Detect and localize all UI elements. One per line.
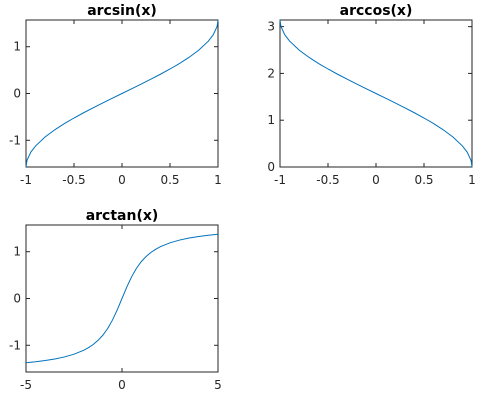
- arccos-xtick-label: 1: [468, 173, 476, 187]
- arccos-xtick-label: -1: [274, 173, 286, 187]
- arcsin-xtick-label: 0: [118, 173, 126, 187]
- arccos-xtick-label: 0.5: [414, 173, 433, 187]
- title-arctan: arctan(x): [86, 208, 159, 224]
- arccos-xtick-label: -0.5: [316, 173, 339, 187]
- curve-arccos: [279, 19, 473, 168]
- plot-arccos: arccos(x) -1 -0.5 0 0.5 1 0 1 2 3: [267, 3, 475, 187]
- curve-arctan: [25, 233, 219, 364]
- ticks-arctan: -5 0 5 -1 0 1: [9, 225, 222, 392]
- arctan-ytick-label: -1: [9, 338, 21, 352]
- arctan-ytick-label: 0: [13, 292, 21, 306]
- arccos-ytick-label: 1: [267, 113, 275, 127]
- arcsin-xtick-label: -1: [20, 173, 32, 187]
- arctan-xtick-label: 0: [118, 378, 126, 392]
- arctan-ytick-label: 1: [13, 245, 21, 259]
- arctan-xtick-label: -5: [20, 378, 32, 392]
- arcsin-ytick-label: 1: [13, 40, 21, 54]
- arcsin-xtick-label: -0.5: [62, 173, 85, 187]
- arctan-xtick-label: 5: [214, 378, 222, 392]
- arcsin-xtick-label: 1: [214, 173, 222, 187]
- arccos-ytick-label: 0: [267, 160, 275, 174]
- arccos-xtick-label: 0: [372, 173, 380, 187]
- arcsin-xtick-label: 0.5: [160, 173, 179, 187]
- title-arcsin: arcsin(x): [87, 3, 157, 19]
- plot-arctan: arctan(x) -5 0 5 -1 0 1: [9, 208, 222, 392]
- arccos-ytick-label: 3: [267, 20, 275, 34]
- arcsin-ytick-label: -1: [9, 133, 21, 147]
- plot-arcsin: arcsin(x) -1 -0.5 0 0.5 1 -1 0 1: [9, 3, 222, 187]
- arcsin-ytick-label: 0: [13, 87, 21, 101]
- curve-arcsin: [25, 19, 219, 168]
- ticks-arccos: -1 -0.5 0 0.5 1 0 1 2 3: [267, 20, 475, 187]
- arccos-ytick-label: 2: [267, 66, 275, 80]
- title-arccos: arccos(x): [340, 3, 413, 19]
- ticks-arcsin: -1 -0.5 0 0.5 1 -1 0 1: [9, 20, 222, 187]
